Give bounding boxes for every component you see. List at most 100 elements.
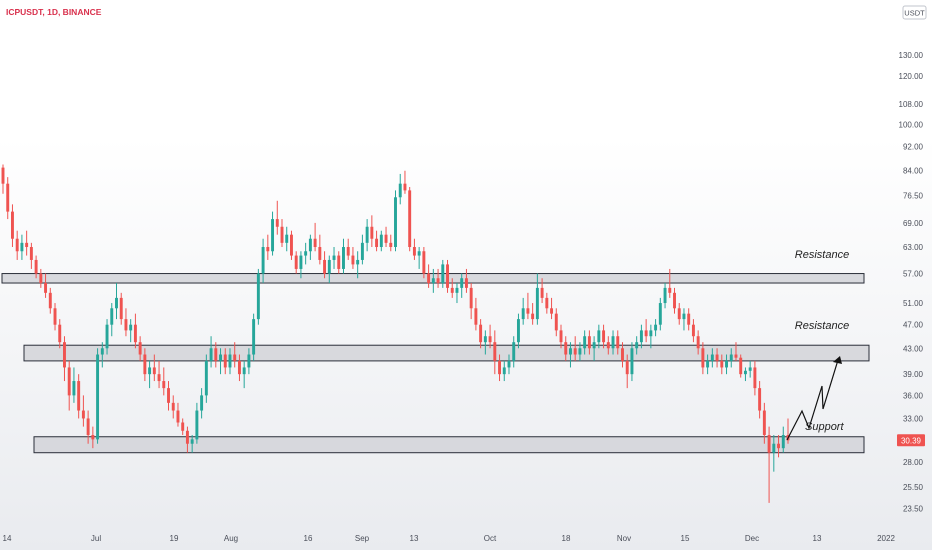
candle-body	[77, 381, 81, 411]
candle-body	[1, 167, 5, 184]
candle-body	[431, 278, 435, 284]
candle-body	[148, 367, 152, 375]
candle-body	[6, 183, 10, 212]
candle-body	[256, 273, 260, 320]
candle-body	[753, 367, 757, 389]
candle-body	[725, 360, 728, 368]
candle-body	[498, 360, 502, 375]
candle-body	[668, 287, 672, 293]
projection-arrowhead	[833, 356, 842, 364]
currency-badge[interactable]: USDT	[902, 5, 927, 20]
x-tick-label: Aug	[224, 534, 238, 543]
zone-label: Resistance	[795, 320, 849, 332]
candle-body	[715, 354, 719, 361]
candle-body	[271, 219, 275, 252]
candle-body	[157, 374, 161, 382]
candle-body	[436, 278, 440, 284]
y-tick-label: 36.00	[903, 391, 924, 400]
time-axis[interactable]: 14 Jul 19 Aug 16 Sep 13 Oct 18 Nov 15 Dec 13 2022	[3, 534, 896, 543]
candle-body	[39, 273, 43, 284]
candle-body	[15, 238, 19, 252]
candle-body	[516, 319, 520, 343]
candle-body	[734, 354, 738, 358]
candle-body	[44, 283, 48, 293]
candle-body	[365, 226, 369, 243]
candle-body	[351, 255, 355, 265]
candle-body	[261, 247, 265, 274]
candle-body	[285, 234, 289, 243]
candle-body	[450, 287, 454, 293]
y-tick-label: 25.50	[903, 483, 924, 492]
candle-body	[748, 367, 752, 371]
candle-body	[10, 211, 14, 239]
y-tick-label: 63.00	[903, 243, 924, 252]
candle-body	[242, 367, 246, 375]
candle-body	[602, 330, 606, 343]
annotations-layer: Resistance Resistance Support	[786, 249, 849, 441]
x-tick-label: 2022	[877, 534, 895, 543]
candle-body	[587, 336, 591, 349]
candle-body	[535, 287, 539, 320]
candle-body	[233, 354, 237, 361]
candle-body	[616, 336, 620, 349]
y-tick-label: 39.00	[903, 370, 924, 379]
candle-body	[20, 242, 24, 252]
candle-body	[512, 342, 516, 361]
candle-body	[545, 297, 549, 309]
zone-label: Resistance	[795, 249, 849, 261]
candle-body	[313, 238, 317, 248]
candle-body	[252, 319, 256, 355]
candle-body	[460, 278, 464, 288]
current-price-marker	[897, 434, 925, 447]
candle-body	[204, 360, 208, 396]
candle-body	[427, 273, 431, 284]
candle-body	[621, 348, 624, 361]
candle-body	[772, 443, 776, 453]
candle-body	[777, 443, 781, 449]
candle-body	[379, 234, 383, 248]
candle-body	[200, 395, 204, 411]
candle-body	[133, 324, 137, 343]
candle-body	[299, 255, 303, 269]
price-axis[interactable]: 130.00 120.00 108.00 100.00 92.00 84.00 76.50 6…	[897, 51, 925, 514]
candle-body	[223, 354, 227, 368]
symbol-title[interactable]: ICPUSDT, 1D, BINANCE	[6, 7, 102, 17]
candle-body	[630, 348, 634, 375]
candle-body	[654, 324, 658, 331]
zone-box[interactable]	[23, 344, 870, 362]
candle-body	[493, 342, 497, 361]
candle-body	[474, 308, 478, 325]
candle-body	[100, 348, 104, 355]
candle-body	[228, 354, 232, 368]
y-tick-label: 28.00	[903, 458, 924, 467]
candle-body	[389, 242, 393, 248]
candle-body	[394, 197, 397, 248]
x-tick-label: 19	[170, 534, 179, 543]
candle-body	[398, 183, 402, 198]
candle-body	[185, 430, 189, 444]
x-tick-label: 16	[304, 534, 313, 543]
candle-body	[72, 381, 76, 396]
candle-body	[687, 313, 691, 325]
candle-body	[502, 367, 506, 375]
candle-body	[129, 324, 133, 331]
candle-body	[360, 242, 364, 260]
candle-body	[706, 360, 710, 368]
candles-layer	[1, 164, 790, 503]
current-price-label: 30.39	[901, 436, 922, 445]
currency-badge-label: USDT	[904, 9, 925, 18]
zone-box[interactable]	[33, 436, 865, 454]
candle-body	[58, 324, 62, 343]
candle-body	[710, 354, 714, 361]
candle-body	[597, 330, 601, 343]
x-tick-label: 18	[562, 534, 571, 543]
candle-body	[488, 336, 492, 343]
candle-body	[564, 342, 568, 355]
y-tick-label: 57.00	[903, 270, 924, 279]
candle-body	[663, 287, 667, 304]
candle-body	[569, 348, 572, 355]
y-tick-label: 100.00	[899, 121, 924, 130]
candle-body	[540, 287, 544, 298]
candle-body	[682, 313, 686, 320]
